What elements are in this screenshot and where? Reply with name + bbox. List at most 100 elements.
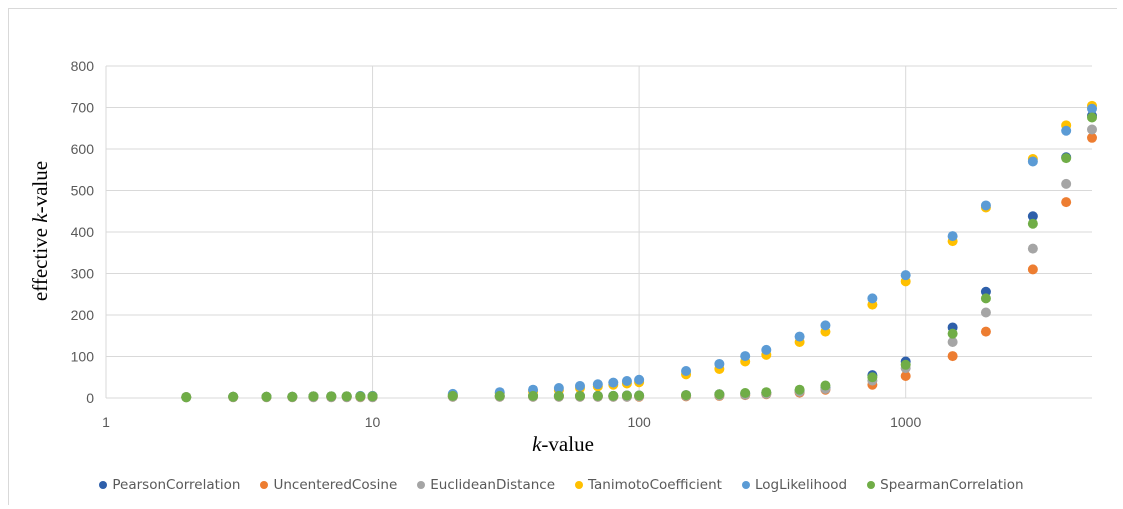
chart-frame	[8, 8, 1117, 505]
data-point	[1087, 112, 1097, 123]
data-point	[528, 390, 539, 401]
data-point	[794, 384, 805, 395]
legend-item: UncenteredCosine	[260, 477, 397, 493]
series-SpearmanCorrelation	[181, 112, 1097, 403]
y-tick-label: 800	[71, 58, 95, 74]
data-point	[553, 390, 564, 401]
data-point	[681, 366, 692, 377]
data-point	[1061, 153, 1072, 164]
data-point	[681, 390, 692, 401]
legend-marker	[867, 481, 876, 489]
y-tick-label: 700	[71, 100, 95, 116]
data-point	[980, 326, 991, 337]
data-point	[761, 344, 772, 355]
data-point	[740, 351, 751, 362]
data-point	[900, 270, 911, 281]
data-point	[820, 380, 831, 391]
data-point	[947, 351, 958, 362]
legend-label: SpearmanCorrelation	[880, 477, 1024, 493]
legend-marker	[417, 481, 426, 489]
data-point	[761, 387, 772, 398]
data-point	[494, 390, 505, 401]
data-point	[634, 390, 645, 401]
data-point	[794, 331, 805, 342]
data-point	[900, 359, 911, 370]
data-point	[574, 380, 585, 391]
data-point	[740, 388, 751, 399]
y-axis-title-prefix: effective	[28, 223, 52, 301]
data-point	[900, 371, 911, 382]
data-point	[867, 293, 878, 304]
data-point	[608, 390, 619, 401]
data-point	[1061, 178, 1072, 189]
data-point	[980, 293, 991, 304]
data-point	[287, 391, 298, 402]
data-point	[714, 358, 725, 369]
legend-marker	[741, 481, 750, 489]
y-tick-label: 500	[71, 183, 95, 199]
data-point	[947, 336, 958, 347]
data-point	[1087, 124, 1097, 135]
data-point	[714, 389, 725, 400]
data-point	[608, 377, 619, 388]
data-point	[181, 392, 192, 403]
data-point	[341, 391, 352, 402]
data-point	[228, 391, 239, 402]
legend-label: PearsonCorrelation	[112, 477, 241, 493]
data-point	[980, 307, 991, 318]
data-point	[574, 390, 585, 401]
data-point	[1027, 243, 1038, 254]
y-axis-title-italic: k	[28, 213, 52, 223]
legend-item: TanimotoCoefficient	[575, 477, 722, 493]
y-tick-label: 200	[71, 307, 95, 323]
data-point	[326, 391, 337, 402]
data-point	[621, 390, 632, 401]
data-point	[1027, 264, 1038, 275]
data-point	[947, 231, 958, 242]
data-point	[1061, 197, 1072, 208]
legend-item: LogLikelihood	[741, 477, 847, 493]
y-tick-label: 400	[71, 224, 95, 240]
legend-label: EuclideanDistance	[430, 477, 556, 493]
legend-marker	[575, 481, 584, 489]
y-tick-label: 100	[71, 349, 95, 365]
data-point	[634, 374, 645, 385]
y-tick-labels: 0 100 200 300 400 500 600 700 800	[71, 58, 95, 406]
legend-marker	[260, 481, 269, 489]
legend-label: TanimotoCoefficient	[588, 477, 722, 493]
data-point	[947, 328, 958, 339]
data-point	[621, 375, 632, 386]
x-axis-title-italic: k	[532, 432, 542, 456]
x-tick-label: 1	[102, 414, 110, 430]
legend-item: SpearmanCorrelation	[867, 477, 1024, 493]
x-tick-labels: 1 10 100 1000	[102, 414, 921, 430]
data-point	[261, 391, 272, 402]
data-points	[181, 100, 1097, 403]
x-axis-title: k-value	[532, 432, 594, 456]
data-point	[355, 391, 366, 402]
data-point	[367, 391, 378, 402]
legend-marker	[99, 481, 108, 489]
data-point	[592, 379, 603, 390]
data-point	[447, 390, 458, 401]
data-point	[553, 383, 564, 394]
legend-item: EuclideanDistance	[417, 477, 555, 493]
gridlines	[105, 65, 1092, 399]
x-axis-title-rest: -value	[541, 432, 593, 456]
data-point	[820, 320, 831, 331]
data-point	[1027, 156, 1038, 167]
x-tick-label: 1000	[890, 414, 921, 430]
legend: PearsonCorrelation UncenteredCosine Euclid…	[0, 477, 1123, 493]
data-point	[1027, 218, 1038, 229]
y-axis-title-rest: -value	[28, 161, 52, 213]
y-tick-label: 0	[86, 390, 94, 406]
data-point	[1027, 211, 1038, 222]
data-point	[592, 390, 603, 401]
x-tick-label: 10	[365, 414, 381, 430]
data-point	[1061, 125, 1072, 136]
y-tick-label: 600	[71, 141, 95, 157]
x-tick-label: 100	[627, 414, 651, 430]
legend-item: PearsonCorrelation	[99, 477, 240, 493]
y-axis-title: effective k-value	[28, 161, 52, 301]
